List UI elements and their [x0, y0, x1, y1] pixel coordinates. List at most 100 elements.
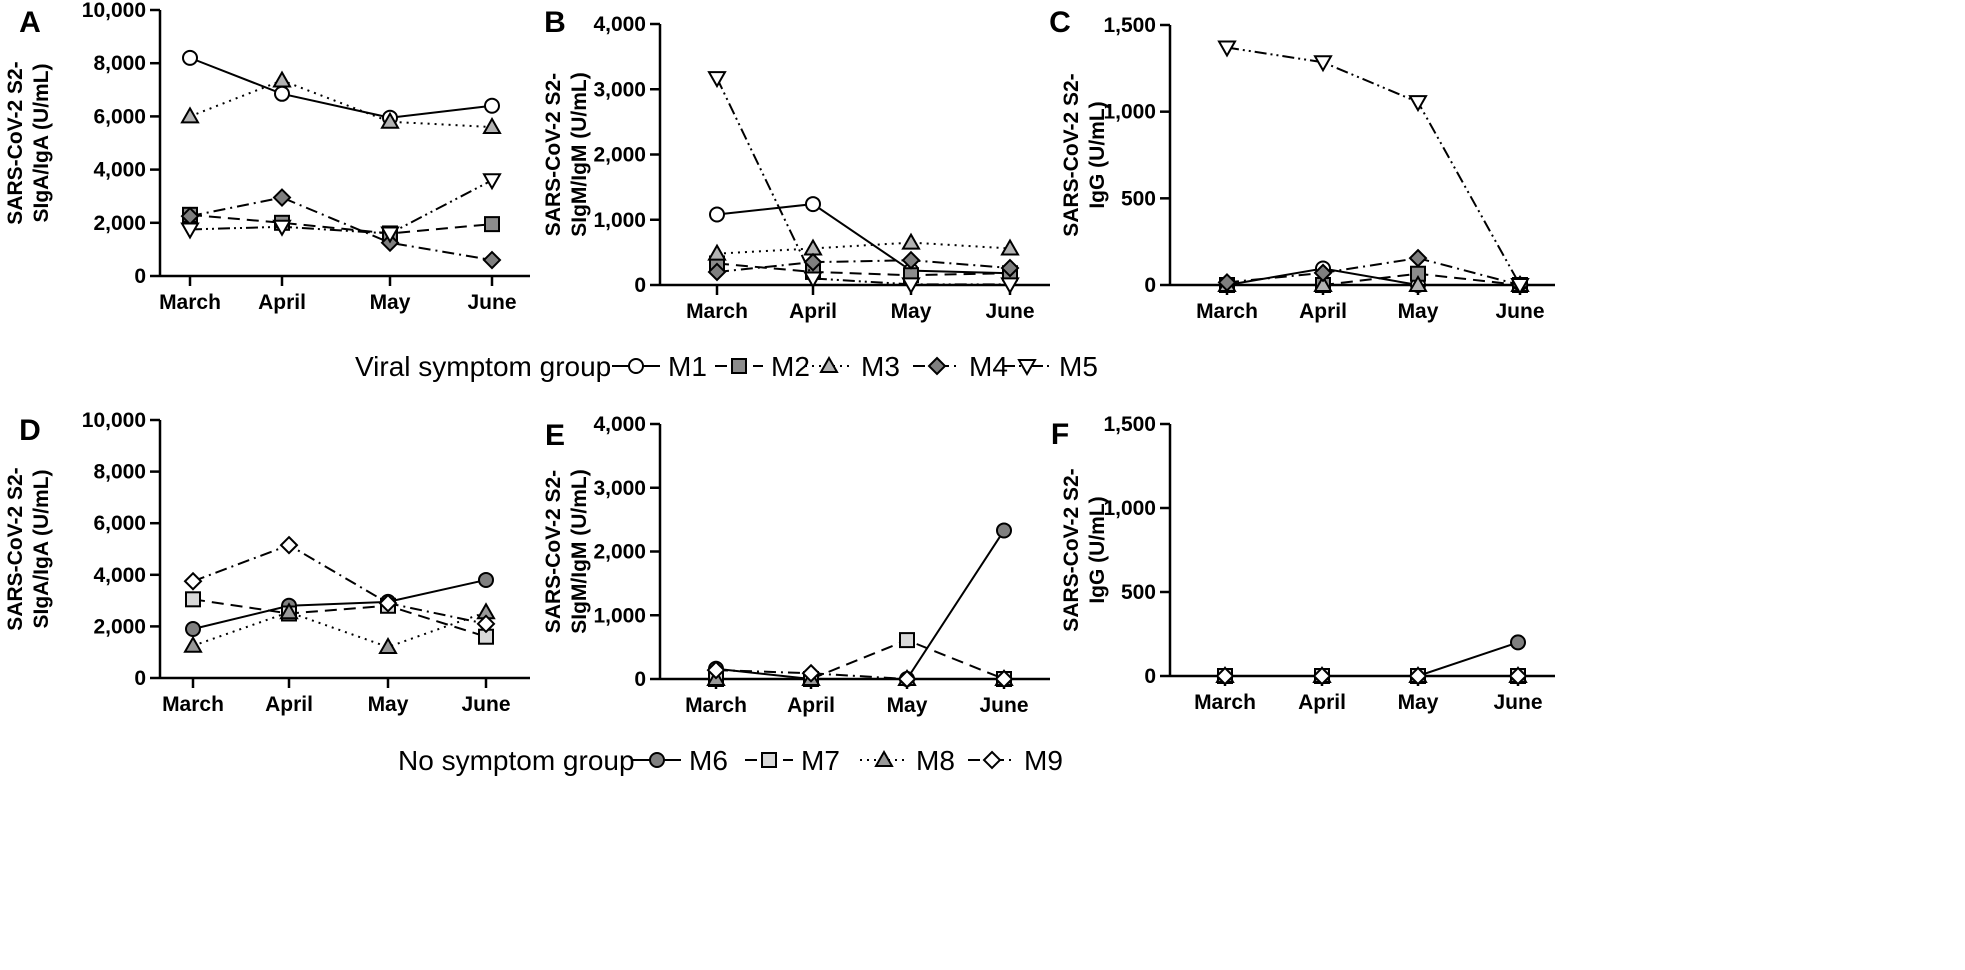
y-tick-label: 0 — [1144, 274, 1156, 297]
series-line-m2 — [1227, 272, 1521, 286]
legend-label: M1 — [668, 351, 707, 382]
legend-marker — [649, 752, 665, 768]
panel-d: D 0 2,000 4,000 6,000 8,000 10,000 March April Ma… — [4, 409, 530, 716]
x-tick-label-may: May — [370, 291, 411, 314]
point-m6-june — [1510, 634, 1526, 651]
point-m1-june — [484, 97, 500, 114]
y-tick-label: 0 — [1144, 665, 1156, 688]
legend-item-m1: M1 — [612, 351, 707, 382]
legend-title: No symptom group — [398, 745, 635, 776]
panel-b: B 0 1,000 2,000 3,000 4,000 March April May June S… — [542, 6, 1050, 323]
series-line-m3 — [716, 241, 1011, 255]
panel-f: F 0 500 1,000 1,500 March April May June SARS-CoV… — [1051, 413, 1555, 714]
panel-label: A — [19, 6, 41, 39]
point-m9-march — [183, 571, 203, 591]
point-m9-may — [378, 593, 398, 613]
x-tick-label-may: May — [891, 300, 932, 323]
legend-label: M3 — [861, 351, 900, 382]
x-tick-label-march: March — [685, 694, 747, 717]
point-m4-april — [1313, 263, 1333, 283]
y-tick-label: 1,000 — [1103, 497, 1156, 520]
point-m5-june — [1000, 277, 1020, 295]
y-tick-label: 6,000 — [93, 512, 146, 535]
point-m5-april — [272, 219, 292, 237]
point-m8-march — [183, 635, 203, 653]
series-line-m6 — [1225, 641, 1519, 677]
series-line-m5 — [716, 77, 1010, 286]
y-tick-label: 2,000 — [593, 144, 646, 167]
x-tick-label-march: March — [1194, 691, 1256, 714]
point-m3-april — [803, 238, 823, 256]
point-m5-april — [1313, 55, 1333, 73]
point-m9-march — [1215, 666, 1235, 686]
legend-item-m5: M5 — [1003, 351, 1098, 382]
x-tick-label-june: June — [985, 300, 1034, 323]
x-tick-label-may: May — [887, 694, 928, 717]
series-line-m1 — [716, 203, 1011, 275]
point-m9-may — [1408, 666, 1428, 686]
panel-label: B — [544, 6, 566, 39]
point-m5-june — [482, 173, 502, 191]
legend-title: Viral symptom group — [355, 351, 611, 382]
series-line-m4 — [189, 196, 493, 262]
x-tick-label-may: May — [1398, 300, 1439, 323]
point-m9-april — [801, 663, 821, 683]
panel-label: D — [19, 414, 41, 447]
legend-item-m4: M4 — [913, 351, 1008, 382]
y-axis-label: SARS-CoV-2 S2- SIgA/IgA (U/mL) — [4, 467, 53, 630]
point-m3-may — [1408, 274, 1428, 292]
series-line-m7 — [192, 598, 487, 638]
y-tick-label: 1,000 — [593, 209, 646, 232]
point-m3-june — [1000, 238, 1020, 256]
legend-label: M8 — [916, 745, 955, 776]
legend-item-m6: M6 — [633, 745, 728, 776]
y-tick-label: 2,000 — [93, 212, 146, 235]
x-tick-label-april: April — [1299, 300, 1347, 323]
y-axis-label: SARS-CoV-2 S2- SIgM/IgM (U/mL) — [542, 469, 591, 633]
series-line-m7 — [716, 639, 1005, 680]
point-m3-may — [901, 232, 921, 250]
legend-label: M9 — [1024, 745, 1063, 776]
x-tick-label-april: April — [787, 694, 835, 717]
series-m5 — [1217, 40, 1530, 296]
series-m1 — [182, 49, 500, 126]
point-m3-april — [1313, 274, 1333, 292]
series-m5 — [180, 173, 502, 244]
point-m9-june — [1508, 666, 1528, 686]
series-m3 — [707, 232, 1020, 261]
panel-label: E — [545, 419, 565, 452]
y-tick-label: 2,000 — [593, 541, 646, 564]
panel-c: C 0 500 1,000 1,500 March April May June SARS-CoV… — [1049, 6, 1555, 323]
legend-item-m9: M9 — [968, 745, 1063, 776]
y-axis-label: SARS-CoV-2 S2- IgG (U/mL) — [1060, 73, 1109, 236]
y-tick-label: 500 — [1121, 581, 1156, 604]
point-m9-june — [994, 669, 1014, 689]
y-tick-label: 1,500 — [1103, 413, 1156, 436]
point-m4-march — [707, 262, 727, 282]
series-m1 — [1219, 260, 1528, 293]
point-m5-may — [380, 226, 400, 244]
x-tick-label-march: March — [162, 693, 224, 716]
point-m8-may — [378, 637, 398, 655]
series-line-m4 — [716, 259, 1011, 273]
point-m4-march — [1217, 272, 1237, 292]
series-line-m9 — [715, 669, 1004, 680]
series-line-m1 — [189, 56, 493, 119]
legend-no-symptom-group: No symptom group M6 M7 M8 M9 — [398, 745, 1063, 776]
point-m1-april — [805, 196, 821, 213]
series-m6 — [708, 522, 1012, 687]
x-tick-label-april: April — [258, 291, 306, 314]
legend-marker — [819, 355, 839, 373]
legend-viral-symptom-group: Viral symptom group M1 M2 M3 M4 M5 — [355, 351, 1098, 382]
series-line-m5 — [1226, 46, 1521, 286]
point-m1-march — [709, 206, 725, 223]
panel-a: A 0 2,000 4,000 6,000 8,000 10,000 March April Ma… — [4, 0, 530, 314]
point-m5-june — [1510, 278, 1530, 296]
x-tick-label-june: June — [461, 693, 510, 716]
point-m4-june — [482, 250, 502, 270]
panel-label: C — [1049, 6, 1071, 39]
point-m1-april — [274, 85, 290, 102]
legend-item-m8: M8 — [860, 745, 955, 776]
y-tick-label: 4,000 — [593, 13, 646, 36]
